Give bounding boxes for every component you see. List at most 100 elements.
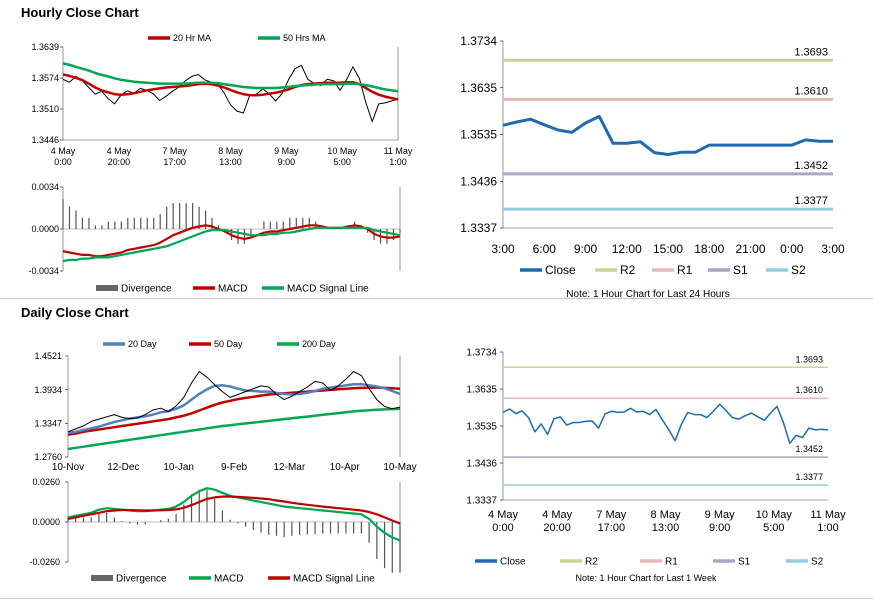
- weekly-levels-legend-label: S2: [811, 557, 824, 568]
- weekly-levels-level-label: 1.3377: [795, 472, 823, 482]
- hourly-price-legend-label: 20 Hr MA: [173, 33, 211, 43]
- hourly-levels-xtick: 0:00: [780, 242, 804, 256]
- hourly-price-xtick: 5:00: [333, 157, 351, 167]
- hourly-price-xtick: 7 May: [162, 146, 187, 156]
- daily-price-ytick: 1.4521: [34, 351, 62, 361]
- daily-price-ytick: 1.3934: [34, 385, 62, 395]
- daily-price-xtick: 12-Mar: [273, 462, 305, 473]
- hourly-price-xtick: 4 May: [51, 146, 76, 156]
- daily-price-xtick: 10-Apr: [330, 462, 361, 473]
- hourly-section-title: Hourly Close Chart: [21, 5, 139, 20]
- daily-price-ytick: 1.2760: [34, 452, 62, 462]
- hourly-price-xtick: 8 May: [218, 146, 243, 156]
- hourly-levels-ytick: 1.3734: [460, 34, 497, 48]
- weekly-levels-xtick: 17:00: [598, 522, 626, 534]
- daily-price-legend-label: 20 Day: [128, 339, 157, 349]
- weekly-levels-xtick: 8 May: [651, 509, 681, 521]
- hourly-levels-close-line: [502, 114, 833, 156]
- weekly-levels-ytick: 1.3734: [466, 348, 497, 359]
- hourly-levels-level-label: 1.3452: [794, 160, 828, 172]
- hourly-macd-ytick: -0.0034: [28, 266, 59, 276]
- daily-macd-ytick: 0.0260: [32, 477, 60, 487]
- hourly-price-xtick: 11 May: [384, 146, 413, 156]
- weekly-levels-level-label: 1.3452: [795, 444, 823, 454]
- weekly-levels-legend-label: S1: [738, 557, 751, 568]
- hourly-price-ytick: 1.3639: [31, 42, 59, 52]
- hourly-levels-legend-label: S2: [791, 263, 806, 277]
- hourly-macd-macd-signal-line-line: [62, 226, 401, 263]
- hourly-levels-level-label: 1.3377: [794, 195, 828, 207]
- hourly-levels-level-label: 1.3610: [794, 85, 828, 97]
- weekly-levels-legend-label: Close: [500, 557, 526, 568]
- daily-price-20-day-line: [67, 382, 401, 435]
- hourly-levels-ytick: 1.3337: [460, 221, 497, 235]
- hourly-levels-ytick: 1.3436: [460, 174, 497, 188]
- hourly-price-xtick: 1:00: [389, 157, 407, 167]
- daily-macd-legend-swatch: [91, 575, 113, 581]
- weekly-levels-xtick: 4 May: [542, 509, 572, 521]
- weekly-levels-xtick: 1:00: [817, 522, 838, 534]
- weekly-levels-note: Note: 1 Hour Chart for Last 1 Week: [576, 573, 717, 583]
- hourly-macd-legend-label: MACD: [218, 284, 247, 295]
- hourly-levels-legend-label: S1: [733, 263, 748, 277]
- hourly-price-xtick: 9:00: [278, 157, 296, 167]
- daily-macd-legend-label: Divergence: [116, 574, 167, 585]
- daily-price-xtick: 9-Feb: [221, 462, 248, 473]
- hourly-levels-xtick: 18:00: [694, 242, 724, 256]
- hourly-price-close-line: [62, 64, 399, 123]
- daily-macd-ytick: -0.0260: [29, 557, 60, 567]
- hourly-levels-xtick: 3:00: [821, 242, 845, 256]
- daily-price-xtick: 10-May: [383, 462, 416, 473]
- hourly-price-20-hr-ma-line: [62, 73, 399, 101]
- weekly-levels-xtick: 5:00: [763, 522, 784, 534]
- hourly-levels-legend-label: Close: [545, 263, 576, 277]
- daily-price-200-day-line: [67, 407, 401, 451]
- hourly-macd-legend-label: Divergence: [121, 284, 172, 295]
- hourly-price-xtick: 10 May: [327, 146, 357, 156]
- section-divider: [0, 298, 873, 299]
- weekly-levels-ytick: 1.3635: [466, 385, 497, 396]
- hourly-levels-legend-label: R2: [620, 263, 636, 277]
- weekly-levels-xtick: 0:00: [492, 522, 513, 534]
- daily-macd-legend-label: MACD: [214, 574, 243, 585]
- weekly-levels-level-label: 1.3693: [795, 354, 823, 364]
- hourly-price-xtick: 9 May: [274, 146, 299, 156]
- weekly-levels-xtick: 10 May: [756, 509, 793, 521]
- weekly-levels-legend-label: R1: [665, 557, 678, 568]
- hourly-price-xtick: 0:00: [54, 157, 72, 167]
- weekly-levels-ytick: 1.3436: [466, 459, 497, 470]
- hourly-levels-xtick: 12:00: [612, 242, 642, 256]
- hourly-levels-xtick: 9:00: [574, 242, 598, 256]
- hourly-price-ytick: 1.3446: [31, 135, 59, 145]
- hourly-levels-ytick: 1.3535: [460, 128, 497, 142]
- hourly-levels-level-label: 1.3693: [794, 46, 828, 58]
- hourly-price-xtick: 13:00: [219, 157, 242, 167]
- bottom-divider: [0, 598, 873, 599]
- daily-price-xtick: 10-Nov: [52, 462, 84, 473]
- daily-price-ytick: 1.3347: [34, 418, 62, 428]
- daily-price-xtick: 10-Jan: [163, 462, 194, 473]
- hourly-macd-legend-label: MACD Signal Line: [287, 284, 369, 295]
- weekly-levels-ytick: 1.3535: [466, 422, 497, 433]
- hourly-macd-ytick: 0.0000: [31, 224, 59, 234]
- hourly-levels-note: Note: 1 Hour Chart for Last 24 Hours: [566, 289, 729, 300]
- hourly-levels-xtick: 15:00: [653, 242, 683, 256]
- hourly-levels-xtick: 3:00: [491, 242, 515, 256]
- hourly-macd-legend-swatch: [96, 285, 118, 291]
- daily-price-50-day-line: [67, 386, 401, 436]
- hourly-levels-legend-label: R1: [677, 263, 693, 277]
- hourly-levels-xtick: 6:00: [533, 242, 557, 256]
- daily-price-xtick: 12-Dec: [107, 462, 139, 473]
- hourly-price-ytick: 1.3510: [31, 104, 59, 114]
- weekly-levels-level-label: 1.3610: [795, 385, 823, 395]
- weekly-levels-legend-label: R2: [585, 557, 598, 568]
- weekly-levels-xtick: 4 May: [488, 509, 518, 521]
- daily-macd-ytick: 0.0000: [32, 517, 60, 527]
- hourly-levels-ytick: 1.3635: [460, 81, 497, 95]
- weekly-levels-xtick: 9 May: [705, 509, 735, 521]
- weekly-levels-ytick: 1.3337: [466, 496, 497, 507]
- hourly-macd-ytick: 0.0034: [31, 182, 59, 192]
- hourly-price-ytick: 1.3574: [31, 73, 59, 83]
- hourly-price-50-hrs-ma-line: [62, 62, 399, 93]
